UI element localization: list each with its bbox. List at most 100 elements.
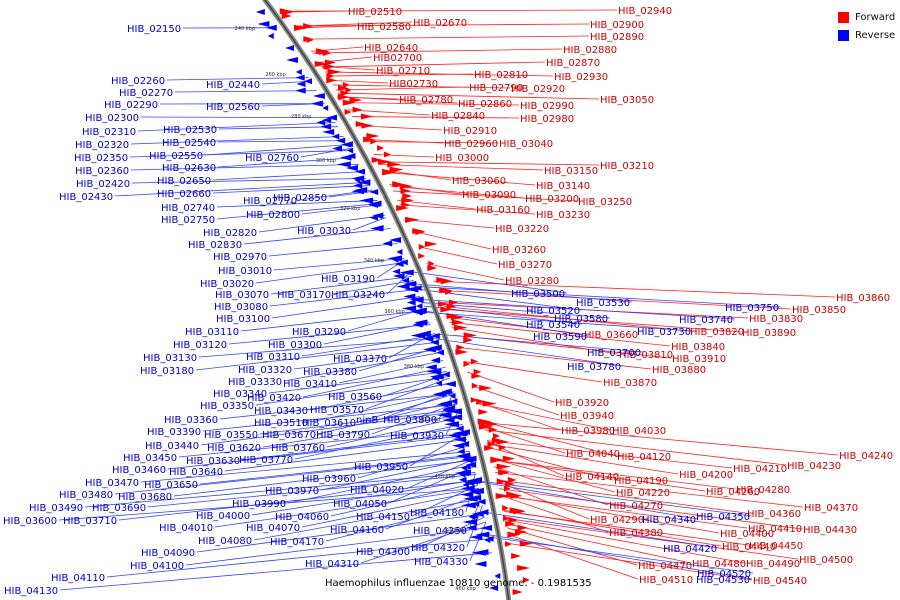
gene-label: HIB_02430 (59, 192, 113, 203)
gene-label: HIB_03610 (302, 418, 356, 429)
gene-label: HIB_02530 (163, 125, 217, 136)
gene-label: HIB_03740 (679, 315, 733, 326)
gene-label: HIB_03110 (185, 327, 239, 338)
leader-line (240, 310, 426, 332)
forward-gene-arrow (371, 157, 382, 163)
reverse-gene-arrow (442, 371, 450, 378)
leader-line (268, 243, 398, 257)
gene-label: HIB_03880 (652, 365, 706, 376)
reverse-gene-arrow (322, 105, 329, 111)
gene-label: HIB_04120 (617, 452, 671, 463)
forward-gene-arrow (337, 93, 346, 100)
leader-line (251, 479, 477, 516)
reverse-gene-arrow (296, 81, 306, 87)
gene-label: HIB_02860 (458, 99, 512, 110)
leader-line (217, 140, 347, 143)
gene-label: HIB_03780 (567, 362, 621, 373)
reverse-gene-arrow (461, 502, 476, 509)
forward-gene-arrow (400, 187, 411, 194)
leader-line (411, 230, 492, 250)
reverse-gene-arrow (435, 380, 443, 387)
reverse-gene-arrow (440, 390, 447, 397)
reverse-gene-arrow (468, 513, 478, 519)
gene-label: HIB_02510 (348, 7, 402, 18)
gene-label: HIB_03010 (218, 266, 272, 277)
gene-label: HIB_03290 (292, 327, 346, 338)
reverse-gene-arrow (375, 213, 382, 219)
forward-gene-arrow (382, 169, 396, 175)
gene-label: HIB_03240 (331, 290, 385, 301)
leader-line (216, 203, 379, 220)
leader-line (312, 48, 563, 54)
leader-line (409, 271, 567, 294)
gene-label: HIB_04470 (638, 561, 692, 572)
reverse-gene-arrow (469, 534, 483, 541)
gene-label: HIB_03270 (498, 260, 552, 271)
reverse-gene-arrow (326, 114, 337, 121)
forward-gene-arrow (449, 299, 458, 306)
gene-label: HIB_02820 (203, 228, 257, 239)
forward-gene-arrow (418, 243, 425, 250)
forward-gene-arrow (326, 77, 337, 84)
leader-line (173, 459, 473, 497)
reverse-gene-arrow (351, 188, 365, 195)
gene-label: HIB_02800 (246, 210, 300, 221)
gene-label: HIB_03990 (232, 499, 286, 510)
gene-label: HIB_03950 (354, 462, 408, 473)
reverse-gene-arrow (462, 481, 469, 488)
forward-gene-arrow (446, 303, 457, 310)
leader-line (498, 488, 803, 530)
leader-line (302, 35, 590, 40)
forward-gene-arrow (504, 481, 515, 487)
ring-tick-label: 240 kbp (235, 26, 255, 32)
leader-line (405, 459, 473, 490)
reverse-gene-arrow (441, 388, 452, 395)
gene-label: HIB_04050 (333, 499, 387, 510)
forward-gene-arrow (427, 265, 438, 271)
leader-line (59, 552, 492, 591)
gene-label: HIB_04180 (410, 508, 464, 519)
leader-line (444, 309, 742, 333)
reverse-gene-arrow (431, 375, 440, 382)
leader-line (196, 513, 485, 553)
leader-line (509, 543, 753, 581)
gene-label: HIB_02630 (162, 163, 216, 174)
forward-gene-arrow (428, 260, 435, 267)
gene-label: HIB_03430 (254, 406, 308, 417)
forward-gene-arrow (318, 49, 329, 55)
leader-line (500, 493, 720, 534)
reverse-gene-arrow (455, 425, 464, 432)
gene-label: HIB_03830 (749, 314, 803, 325)
reverse-gene-arrow (295, 87, 306, 94)
gene-label: HIB_03250 (578, 197, 632, 208)
leader-line (228, 324, 431, 345)
leader-line (466, 371, 555, 403)
leader-line (495, 472, 804, 508)
gene-label: HIB_03970 (265, 486, 319, 497)
gene-label: HIB02700 (373, 53, 422, 64)
reverse-gene-arrow (347, 147, 354, 154)
gene-label: HIB_04000 (196, 511, 250, 522)
forward-gene-arrow (418, 253, 426, 259)
leader-line (243, 228, 391, 245)
gene-label: HIB_03560 (328, 392, 382, 403)
legend-forward: Forward (838, 8, 895, 26)
reverse-gene-arrow (295, 69, 302, 75)
forward-gene-arrow (514, 529, 528, 535)
leader-line (293, 23, 590, 27)
gene-label: HIB_02640 (364, 43, 418, 54)
gene-label: HIB_03040 (499, 139, 553, 150)
gene-label: HIB_04380 (609, 528, 663, 539)
forward-gene-arrow (378, 158, 392, 165)
ring-tick-label: 420 kbp (435, 474, 455, 480)
gene-label: HIB_02790 (469, 83, 523, 94)
gene-label: HIB_03230 (536, 210, 590, 221)
gene-label: HIB_02920 (511, 84, 565, 95)
gene-label: HIB_02850 (273, 193, 327, 204)
forward-gene-arrow (517, 524, 529, 531)
leader-line (414, 283, 632, 303)
leader-line (373, 154, 435, 158)
forward-gene-arrow (445, 289, 453, 295)
leader-line (493, 466, 609, 506)
reverse-gene-arrow (449, 393, 456, 399)
